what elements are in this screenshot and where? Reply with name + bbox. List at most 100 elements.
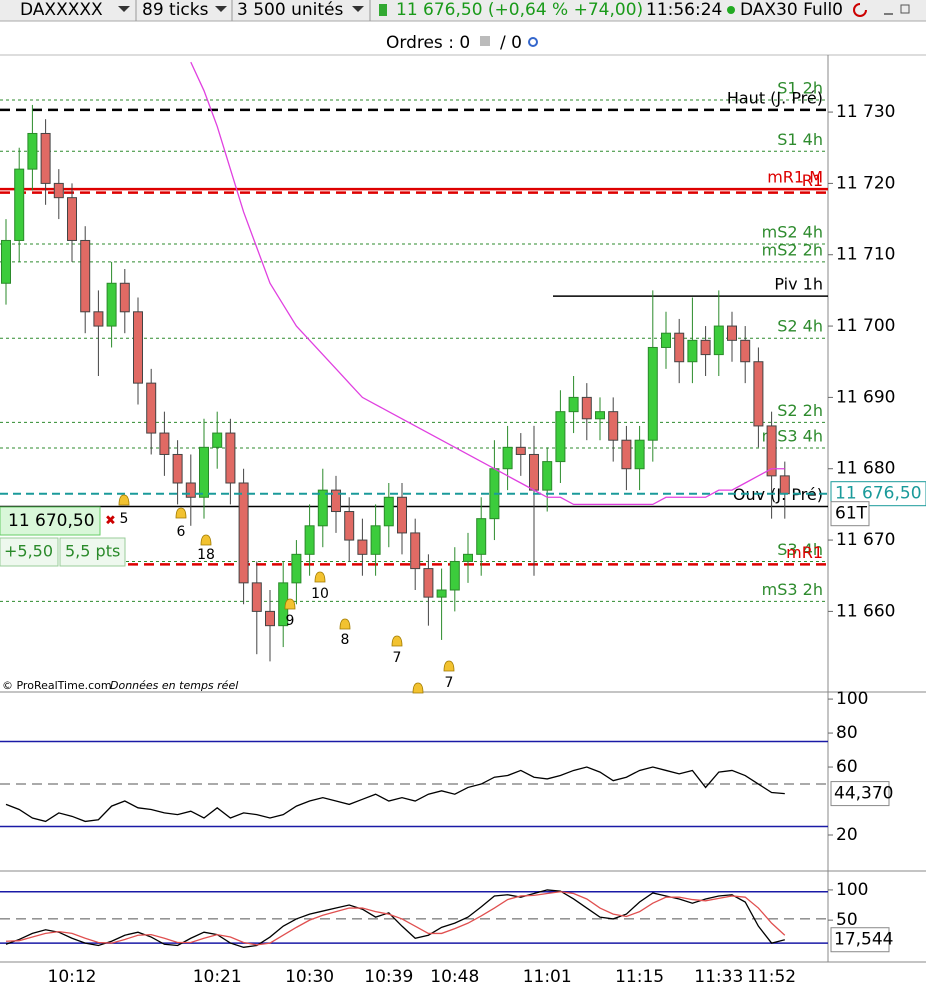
candle-up <box>304 525 315 555</box>
candle-down <box>423 568 434 598</box>
level-label: S1 4h <box>777 130 823 149</box>
candle-down <box>357 539 368 555</box>
alert-icon <box>314 571 326 583</box>
candle-down <box>159 432 170 455</box>
candle-up <box>687 339 698 363</box>
x-tick-label: 10:48 <box>430 967 479 987</box>
candle-down <box>621 439 632 470</box>
feed: DAX30 Full0 <box>740 0 843 20</box>
close-icon[interactable]: ✖ <box>105 514 116 529</box>
candle-up <box>14 168 25 241</box>
candle-up <box>1 239 11 284</box>
candle-down <box>344 511 355 541</box>
x-tick-label: 11:33 <box>694 967 743 987</box>
price-label: 11 676,50 <box>835 484 922 504</box>
candle-down <box>40 132 51 184</box>
candle-up <box>317 489 328 527</box>
orders: Ordres : 0 <box>386 33 470 53</box>
points-box <box>59 537 126 567</box>
candle-down <box>80 239 91 313</box>
alert-icon <box>175 507 187 519</box>
candle-down <box>410 532 421 570</box>
dropdown[interactable] <box>215 6 227 12</box>
level-label: R1 <box>802 171 823 190</box>
alert-icon <box>443 660 455 672</box>
candle-up <box>713 325 724 356</box>
candle-up <box>555 411 566 463</box>
series-line <box>5 891 786 946</box>
candle-down <box>608 411 619 441</box>
candle-down <box>172 453 183 484</box>
candle-up <box>291 553 302 584</box>
alert-icon <box>200 534 212 546</box>
candle-up <box>476 518 487 555</box>
ticks[interactable]: 89 ticks <box>142 0 209 20</box>
candle-up <box>370 525 381 555</box>
candle-up <box>502 446 513 470</box>
candle-down <box>146 382 157 434</box>
candle-up <box>449 560 460 591</box>
candle-up <box>383 496 394 527</box>
note: Données en temps réel <box>110 679 238 692</box>
series-line <box>190 61 785 506</box>
value-label: 17,544 <box>834 930 893 950</box>
alert-count: 7 <box>393 650 402 666</box>
y-tick-label: 11 660 <box>836 601 895 621</box>
candle-up <box>661 332 671 348</box>
y-tick-label: 11 730 <box>836 102 895 122</box>
level-label: mS2 4h <box>762 223 823 242</box>
level-label: mR1 M <box>767 168 823 187</box>
y-tick-label: 11 670 <box>836 530 895 550</box>
maximize[interactable] <box>900 4 910 14</box>
series-line <box>5 766 785 823</box>
settings[interactable] <box>528 37 538 47</box>
y-tick-label: 11 680 <box>836 459 895 479</box>
refresh[interactable] <box>853 3 867 17</box>
value-box <box>830 927 890 953</box>
x-tick-label: 11:15 <box>615 967 664 987</box>
y-tick-label: 100 <box>836 689 868 709</box>
units[interactable]: 3 500 unités <box>237 0 343 20</box>
x-tick-label: 10:21 <box>193 967 242 987</box>
level-label: Haut (J. Pré) <box>727 88 823 107</box>
x-tick-label: 10:30 <box>285 967 334 987</box>
dropdown[interactable] <box>118 6 130 12</box>
change-box <box>0 537 59 567</box>
alert-count: 5 <box>120 511 129 527</box>
x-tick-label: 11:01 <box>523 967 572 987</box>
candle-down <box>515 446 526 455</box>
x-tick-label: 10:12 <box>48 967 97 987</box>
level-label: mS3 2h <box>762 580 823 599</box>
alert-count: 6 <box>177 524 186 540</box>
value-label: 44,370 <box>834 784 893 804</box>
y-tick-label: 20 <box>836 825 858 845</box>
order-box[interactable] <box>0 506 101 536</box>
alert-count: 8 <box>341 632 350 648</box>
copyright: © ProRealTime.com <box>2 679 112 692</box>
candle-down <box>133 311 143 384</box>
instrument[interactable]: DAXXXXX <box>20 0 103 20</box>
level-label: S3 4h <box>777 540 823 559</box>
alert-icon <box>412 682 424 694</box>
candle-down <box>185 482 196 498</box>
order-change: +5,50 <box>4 542 53 561</box>
candle-up <box>436 589 447 598</box>
tick-count: 61T <box>835 504 868 524</box>
quote: 11 676,50 (+0,64 % +74,00) <box>396 0 643 20</box>
level-label: mR1 <box>786 543 823 562</box>
orders-slash: / 0 <box>500 33 522 53</box>
dropdown[interactable] <box>352 6 364 12</box>
y-tick-label: 11 710 <box>836 245 895 265</box>
level-label: mS3 4h <box>762 427 823 446</box>
level-label: mS2 2h <box>762 240 823 259</box>
y-tick-label: 60 <box>836 757 858 777</box>
y-tick-label: 100 <box>836 880 868 900</box>
alert-icon <box>284 598 296 610</box>
candle-down <box>67 197 77 241</box>
icon <box>480 36 490 46</box>
y-tick-label: 11 700 <box>836 316 895 336</box>
candle-down <box>225 432 236 484</box>
x-tick-label: 11:52 <box>747 967 796 987</box>
candle-up <box>647 346 658 441</box>
